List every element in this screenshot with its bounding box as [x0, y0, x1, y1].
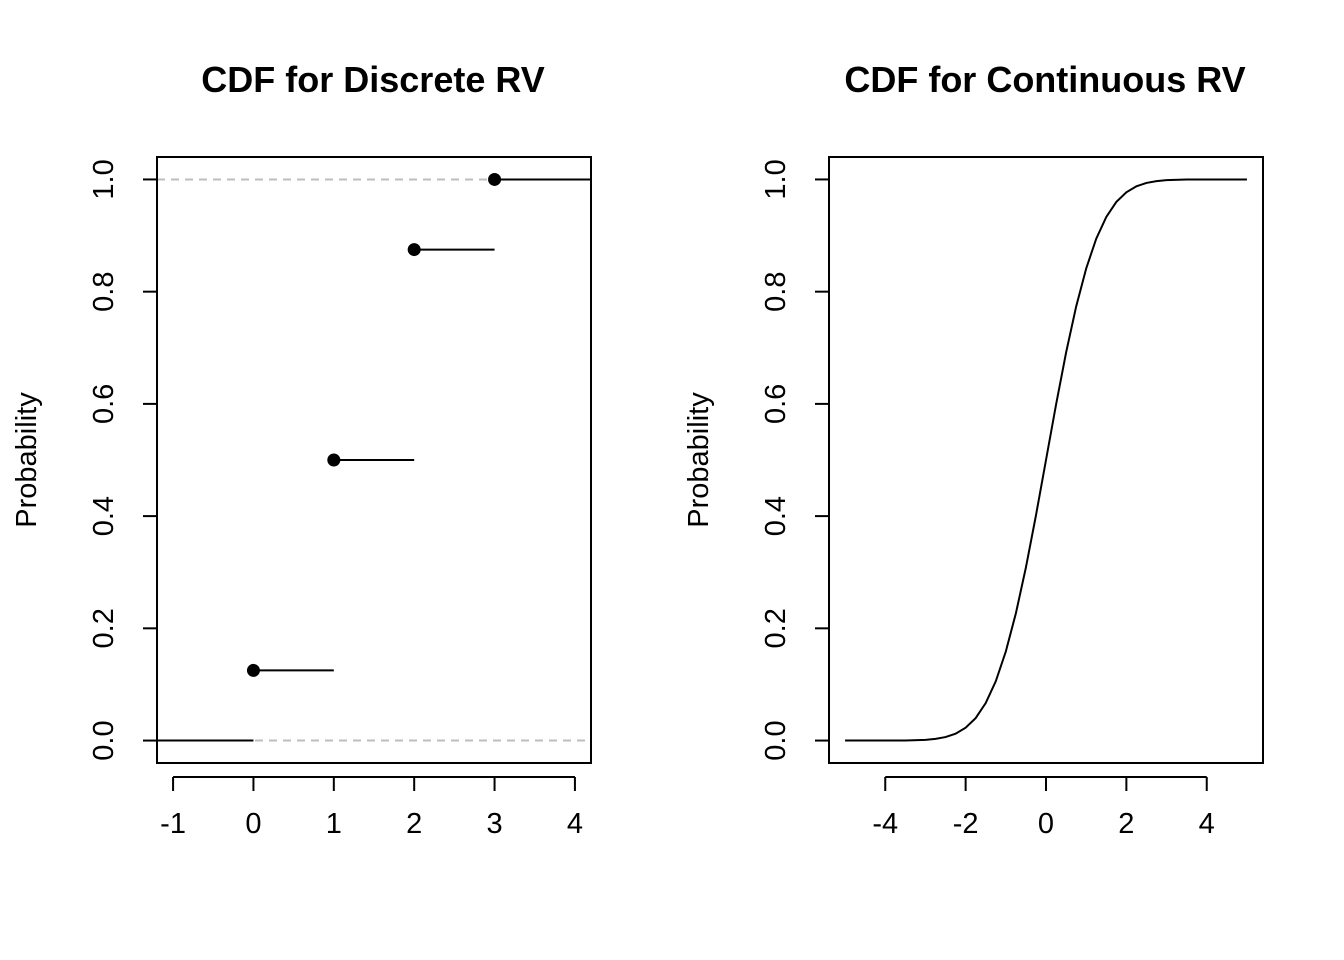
- y-tick-label: 0.6: [88, 384, 120, 424]
- y-axis-label: Probability: [11, 392, 43, 528]
- continuous-cdf-panel: CDF for Continuous RV Probability -4 -2 0 2…: [683, 59, 1264, 840]
- x-tick-label: 0: [245, 808, 261, 840]
- data-point: [246, 663, 260, 677]
- y-tick-label: 1.0: [88, 159, 120, 199]
- x-tick-label: 0: [1038, 808, 1054, 840]
- y-tick-label: 0.2: [760, 608, 792, 648]
- data-point: [488, 172, 502, 186]
- plot-marks: [157, 172, 591, 742]
- x-tick-label: 3: [486, 808, 502, 840]
- plot-marks: [845, 178, 1247, 742]
- y-tick-label: 0.4: [760, 496, 792, 536]
- y-axis-label: Probability: [683, 392, 715, 528]
- x-tick-label: 4: [567, 808, 583, 840]
- y-tick-label: 0.0: [760, 720, 792, 760]
- x-tick-label: -4: [872, 808, 898, 840]
- x-axis: -1 0 1 2 3 4: [160, 776, 583, 840]
- x-tick-label: 2: [406, 808, 422, 840]
- x-axis: -4 -2 0 2 4: [872, 776, 1215, 840]
- x-tick-label: -2: [953, 808, 979, 840]
- data-point: [407, 243, 421, 257]
- chart-title: CDF for Continuous RV: [844, 59, 1245, 100]
- x-tick-label: 4: [1199, 808, 1215, 840]
- discrete-cdf-panel: CDF for Discrete RV Probability -1 0 1 2 3 4 …: [11, 59, 592, 840]
- cdf-curve: [845, 178, 1247, 742]
- x-tick-label: -1: [160, 808, 186, 840]
- y-tick-label: 0.6: [760, 384, 792, 424]
- y-tick-label: 1.0: [760, 159, 792, 199]
- data-point: [327, 453, 341, 467]
- x-tick-label: 2: [1118, 808, 1134, 840]
- chart-title: CDF for Discrete RV: [201, 59, 544, 100]
- y-tick-label: 0.0: [88, 720, 120, 760]
- y-tick-label: 0.2: [88, 608, 120, 648]
- y-axis: 0.0 0.2 0.4 0.6 0.8 1.0: [88, 159, 158, 761]
- y-tick-label: 0.8: [760, 272, 792, 312]
- y-axis: 0.0 0.2 0.4 0.6 0.8 1.0: [760, 159, 830, 761]
- x-tick-label: 1: [326, 808, 342, 840]
- y-tick-label: 0.4: [88, 496, 120, 536]
- y-tick-label: 0.8: [88, 272, 120, 312]
